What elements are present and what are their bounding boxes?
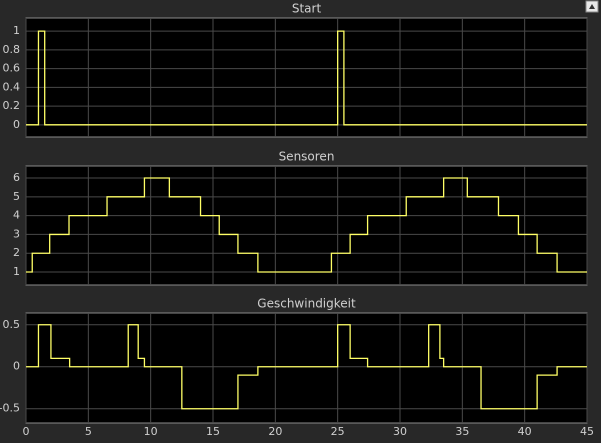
x-tick-label: 0: [23, 425, 30, 438]
plot-area: [25, 312, 588, 424]
signal-line: [26, 30, 587, 126]
y-tick-label: 0: [13, 360, 20, 373]
x-tick-label: 30: [393, 425, 407, 438]
plot-area: [25, 17, 588, 138]
x-tick-label: 35: [455, 425, 469, 438]
chart-title: Geschwindigkeit: [257, 297, 356, 311]
x-tick-label: 5: [85, 425, 92, 438]
x-tick-label: 15: [206, 425, 220, 438]
y-tick-label: 4: [13, 209, 20, 222]
y-tick-label: 0.5: [3, 318, 21, 331]
button-icon[interactable]: [589, 4, 595, 9]
x-tick-label: 25: [331, 425, 345, 438]
signal-line: [26, 177, 587, 273]
y-tick-label: 6: [13, 171, 20, 184]
y-tick-label: 3: [13, 227, 20, 240]
y-tick-label: 0.6: [3, 62, 21, 75]
plot-area: [25, 165, 588, 286]
y-tick-label: 2: [13, 246, 20, 259]
y-tick-label: 0.8: [3, 43, 21, 56]
chart-title: Start: [292, 2, 322, 16]
y-tick-label: 5: [13, 190, 20, 203]
y-tick-label: 0.4: [3, 80, 21, 93]
x-tick-label: 45: [580, 425, 594, 438]
y-tick-label: 0: [13, 118, 20, 131]
y-tick-label: 1: [13, 265, 20, 278]
y-tick-label: 0.2: [3, 99, 21, 112]
signal-line: [26, 324, 587, 410]
y-tick-label: -0.5: [0, 402, 20, 415]
y-tick-label: 1: [13, 24, 20, 37]
x-tick-label: 20: [268, 425, 282, 438]
chart-title: Sensoren: [279, 150, 335, 164]
x-tick-label: 40: [518, 425, 532, 438]
undock-button[interactable]: [585, 0, 599, 13]
x-tick-label: 10: [144, 425, 158, 438]
